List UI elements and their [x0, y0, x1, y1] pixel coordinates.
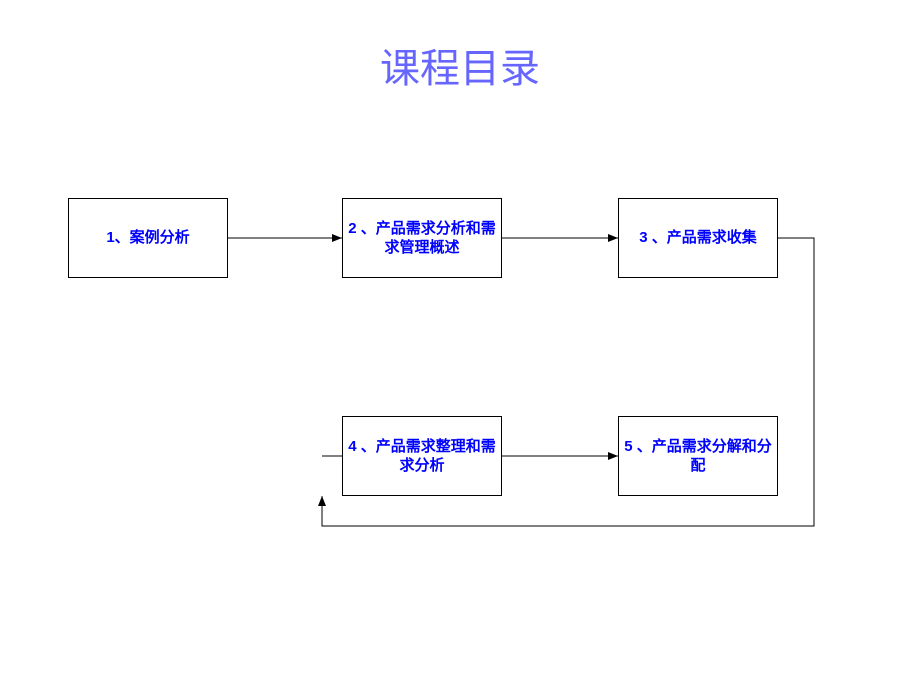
edges-canvas: [0, 0, 920, 690]
flow-node-n5: 5 、产品需求分解和分配: [618, 416, 778, 496]
flow-node-n2: 2 、产品需求分析和需求管理概述: [342, 198, 502, 278]
flow-node-n1: 1、案例分析: [68, 198, 228, 278]
flow-node-n3: 3 、产品需求收集: [618, 198, 778, 278]
page-title: 课程目录: [0, 36, 920, 94]
flow-node-n4: 4 、产品需求整理和需求分析: [342, 416, 502, 496]
